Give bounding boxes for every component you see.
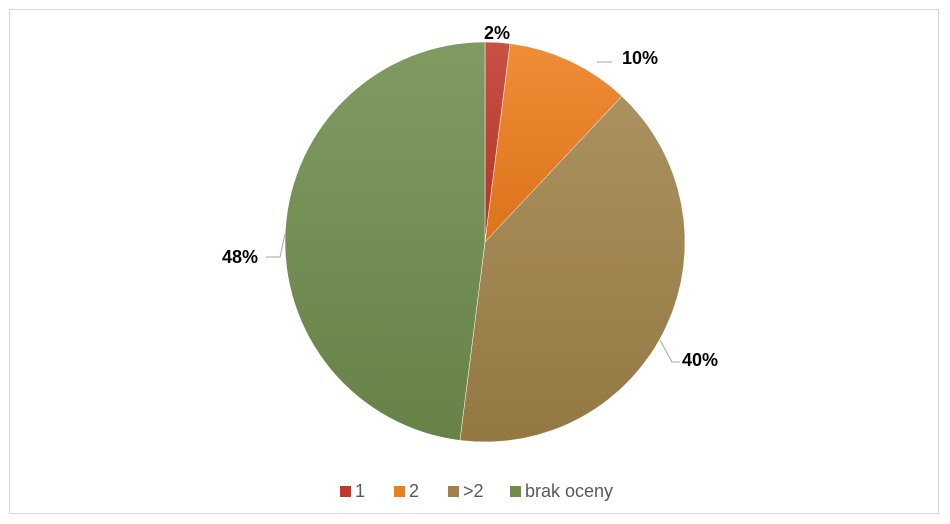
data-labels: 2% 10% 40% 48%: [222, 23, 718, 370]
legend-swatch-brak-oceny: [510, 486, 521, 497]
data-label-1: 2%: [484, 23, 510, 43]
legend-label-1: 1: [355, 481, 365, 501]
legend: 1 2 >2 brak oceny: [340, 481, 613, 501]
pie-slice-2: [459, 95, 686, 443]
legend-label-brak-oceny: brak oceny: [525, 481, 613, 501]
data-label-brak-oceny: 48%: [222, 247, 258, 267]
legend-swatch-1: [340, 486, 351, 497]
data-label-2: 40%: [682, 350, 718, 370]
legend-label-2: 2: [409, 481, 419, 501]
legend-label-2: >2: [463, 481, 484, 501]
pie-slice-brak-oceny: [284, 41, 486, 441]
legend-swatch-2: [448, 486, 459, 497]
data-label-2: 10%: [622, 48, 658, 68]
pie-slices: [284, 41, 686, 443]
pie-slice-2: [484, 43, 623, 243]
leader-line-brak-oceny: [266, 233, 286, 258]
leader-line-2: [659, 339, 680, 363]
legend-swatch-2: [394, 486, 405, 497]
leader-lines: [266, 61, 680, 363]
